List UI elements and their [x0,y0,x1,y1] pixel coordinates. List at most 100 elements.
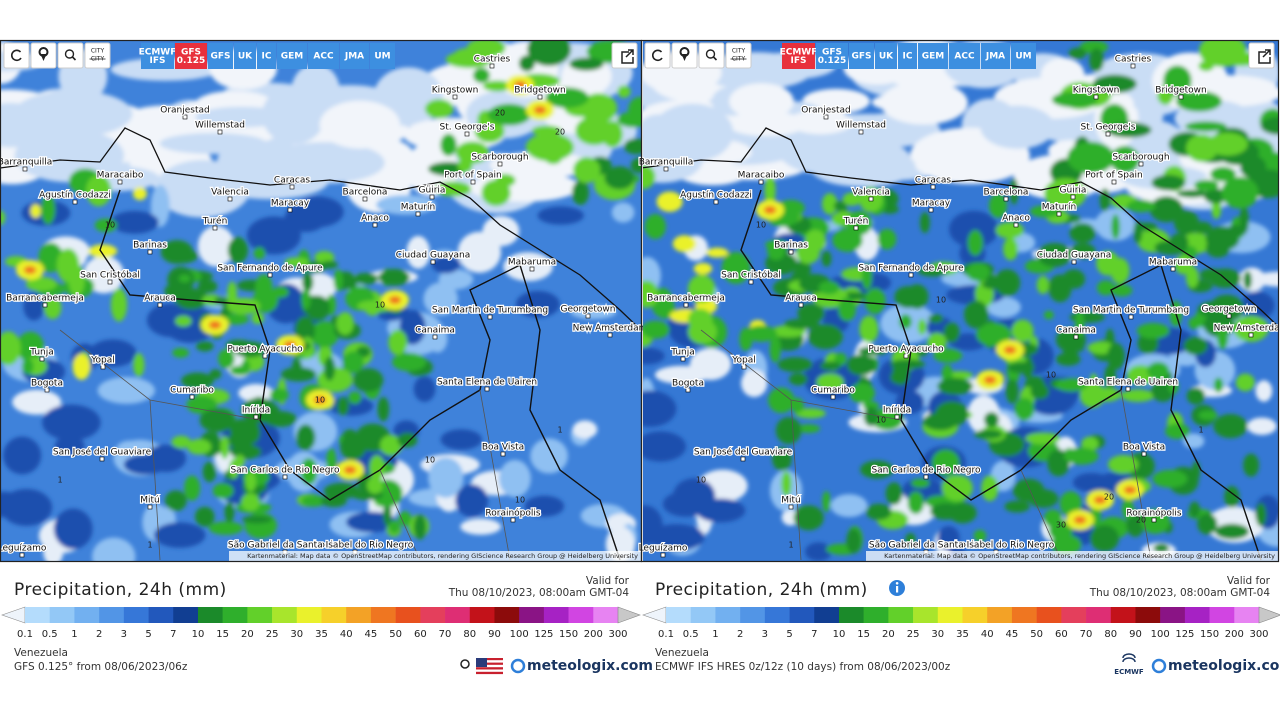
precip-area [1243,270,1252,290]
model-button[interactable]: IC [257,43,276,69]
model-button[interactable]: UK [875,43,897,69]
precip-area [937,525,960,551]
icon [621,49,634,64]
precip-area [224,501,235,523]
city-marker [663,166,669,172]
precip-area [431,255,461,274]
flag-stripe [476,669,503,672]
model-label: GEM [281,52,304,62]
zoom-button[interactable] [57,42,84,69]
location-button[interactable] [671,42,698,69]
city-marker [1138,161,1144,167]
precip-area [14,128,125,183]
colorbar-segment [1061,607,1087,623]
city-marker [117,179,123,185]
model-button[interactable]: ACC [308,43,339,69]
city-label: Anaco [1002,214,1030,224]
city-label: Cumaribo [170,386,214,396]
precip-area [518,55,535,72]
model-button[interactable]: GFS [849,43,874,69]
precip-area [241,359,251,372]
share-button[interactable] [611,42,638,69]
colorbar-tick-label: 50 [389,629,402,640]
model-button[interactable]: ACC [949,43,980,69]
location-button[interactable] [30,42,57,69]
model-button[interactable]: UM [370,43,395,69]
precip-area [864,288,886,315]
model-button[interactable]: GEM [918,43,948,69]
contour-label: 10 [375,301,385,310]
attribution: Kartenmaterial: Map data © OpenStreetMap… [884,552,1275,560]
precip-area [769,334,781,363]
model-button[interactable]: JMA [981,43,1010,69]
model-button-bg [816,43,848,69]
precip-area [353,272,379,285]
model-button[interactable]: JMA [340,43,369,69]
precip-area [1224,485,1240,508]
city-marker [713,199,719,205]
precip-area [229,418,256,439]
model-button[interactable]: UK [234,43,256,69]
reload-button[interactable] [644,42,671,69]
model-button[interactable]: IC [898,43,917,69]
colorbar-tick-label: 10 [192,629,205,640]
precip-area [1199,268,1226,282]
icon-bg [644,42,671,69]
precip-area [628,96,641,123]
precip-area [1055,352,1081,366]
colorbar-tick-label: 60 [414,629,427,640]
precip-area [145,444,187,473]
city-label: Kingstown [432,86,479,96]
precip-area [43,295,62,320]
precip-area [1037,243,1072,268]
city-marker [1003,196,1009,202]
colorbar-segment [913,607,939,623]
precip-area [21,358,34,375]
colorbar-segment [469,607,495,623]
precip-area [623,138,641,155]
model-button[interactable]: GEM [277,43,307,69]
city-marker [788,504,794,510]
precip-area [1030,383,1050,400]
precip-area [1243,453,1259,477]
precip-area [1012,478,1045,502]
precip-area [1004,500,1030,513]
city-label: Arauca [785,294,817,304]
precip-area [72,353,91,380]
colorbar-segment [74,607,100,623]
coastline [1,127,641,331]
city-label: Yopal [731,356,756,366]
precip-area [453,47,486,64]
precip-area [460,518,501,535]
precip-area [487,103,531,126]
zoom-button[interactable] [698,42,725,69]
model-button[interactable]: GFS [208,43,233,69]
colorbar-tick-label: 70 [439,629,452,640]
city-marker [1128,314,1134,320]
colorbar-segment [395,607,421,623]
contour-label: 20 [555,128,565,137]
model-label: GFS [822,47,842,57]
model-button-bg [949,43,980,69]
precip-area [976,322,1012,347]
precip-area [1185,121,1227,132]
model-button[interactable]: UM [1011,43,1036,69]
precip-area [281,367,317,382]
precip-area [706,247,729,258]
reload-button[interactable] [3,42,30,69]
precip-area [1059,491,1082,517]
city-label: Barranquilla [0,158,52,168]
precip-area [378,268,410,286]
city-marker [470,179,476,185]
share-button[interactable] [1248,42,1275,69]
precip-area [269,388,289,402]
flag-stripe [476,667,503,670]
model-label: JMA [344,52,364,62]
precip-area [218,348,235,369]
